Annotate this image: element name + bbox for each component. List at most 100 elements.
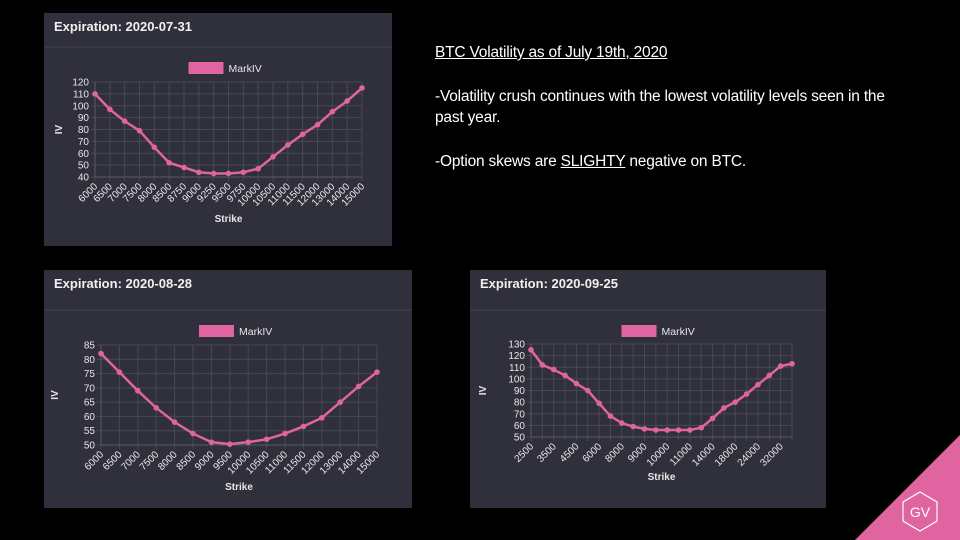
point <box>92 91 98 97</box>
y-tick-label: 80 <box>84 355 96 366</box>
point <box>337 399 344 405</box>
point <box>641 426 648 432</box>
point <box>562 372 568 379</box>
slide-text: BTC Volatility as of July 19th, 2020 -Vo… <box>435 42 890 195</box>
legend-swatch <box>188 62 224 74</box>
point <box>573 380 580 387</box>
chart-title: Expiration: 2020-09-25 <box>480 276 618 291</box>
point <box>151 144 158 151</box>
point <box>329 108 336 115</box>
point <box>607 413 614 419</box>
point <box>743 391 750 397</box>
point <box>196 169 202 176</box>
point <box>630 423 636 430</box>
point <box>709 415 716 422</box>
y-tick-label: 120 <box>72 78 89 89</box>
point <box>285 142 291 148</box>
point <box>596 400 602 407</box>
point <box>98 350 104 357</box>
point <box>766 372 773 379</box>
y-tick-label: 130 <box>508 340 525 351</box>
y-tick-label: 100 <box>508 374 525 385</box>
point <box>227 441 233 447</box>
point <box>153 405 159 411</box>
point <box>121 118 128 124</box>
y-tick-label: 85 <box>84 341 96 352</box>
point <box>240 169 247 176</box>
legend-swatch <box>199 325 234 337</box>
point <box>732 399 739 405</box>
y-tick-label: 70 <box>84 383 96 394</box>
y-tick-label: 75 <box>84 369 96 380</box>
x-axis-label: Strike <box>225 482 253 493</box>
chart-title: Expiration: 2020-07-31 <box>54 19 192 34</box>
point <box>721 405 727 411</box>
text: negative on BTC. <box>625 153 746 170</box>
heading: BTC Volatility as of July 19th, 2020 <box>435 44 668 61</box>
y-axis-label: IV <box>50 390 61 400</box>
y-tick-label: 65 <box>84 398 96 409</box>
point <box>698 424 705 431</box>
point <box>789 360 795 367</box>
y-tick-label: 90 <box>78 113 90 124</box>
point <box>171 419 178 425</box>
point <box>245 439 251 445</box>
y-tick-label: 100 <box>72 101 89 112</box>
x-axis-label: Strike <box>648 472 676 483</box>
legend-label: MarkIV <box>662 326 695 338</box>
emphasis: SLIGHTY <box>560 153 626 170</box>
point <box>755 381 761 388</box>
point <box>300 423 307 430</box>
legend-label: MarkIV <box>239 326 272 338</box>
y-tick-label: 70 <box>78 137 90 148</box>
point <box>319 415 325 421</box>
y-tick-label: 90 <box>514 386 526 397</box>
point <box>550 366 557 373</box>
line <box>100 352 378 446</box>
y-tick-label: 60 <box>78 149 90 160</box>
point <box>777 363 784 369</box>
logo-triangle <box>855 435 960 540</box>
point <box>136 127 143 134</box>
y-axis-label: IV <box>478 385 489 395</box>
point <box>664 427 670 433</box>
y-tick-label: 50 <box>514 433 526 444</box>
y-tick-label: 60 <box>84 412 96 423</box>
point <box>270 154 276 160</box>
point <box>528 347 534 353</box>
point <box>181 164 187 171</box>
point <box>539 362 546 368</box>
y-tick-label: 50 <box>84 441 96 452</box>
point <box>135 387 141 394</box>
y-axis-label: IV <box>54 124 65 134</box>
text: -Option skews are <box>435 153 561 170</box>
y-tick-label: 120 <box>508 351 525 362</box>
point <box>282 430 288 437</box>
y-tick-label: 80 <box>78 125 90 136</box>
y-tick-label: 60 <box>514 421 526 432</box>
point <box>255 165 261 172</box>
point <box>618 420 625 426</box>
point <box>344 98 350 104</box>
point <box>263 436 270 443</box>
point <box>299 131 306 138</box>
legend-swatch <box>621 325 657 337</box>
point <box>584 387 591 394</box>
x-axis-label: Strike <box>215 214 243 225</box>
logo-text: GV <box>910 504 931 520</box>
y-tick-label: 80 <box>514 398 526 409</box>
point <box>107 106 113 113</box>
y-tick-label: 70 <box>514 409 526 420</box>
point <box>210 170 217 177</box>
chart-title: Expiration: 2020-08-28 <box>54 276 192 291</box>
point <box>687 427 693 433</box>
y-tick-label: 110 <box>509 363 525 374</box>
y-tick-label: 50 <box>78 161 90 172</box>
point <box>675 427 682 433</box>
point <box>314 121 321 128</box>
y-tick-label: 55 <box>84 426 96 437</box>
point <box>653 427 659 433</box>
point <box>374 369 380 375</box>
